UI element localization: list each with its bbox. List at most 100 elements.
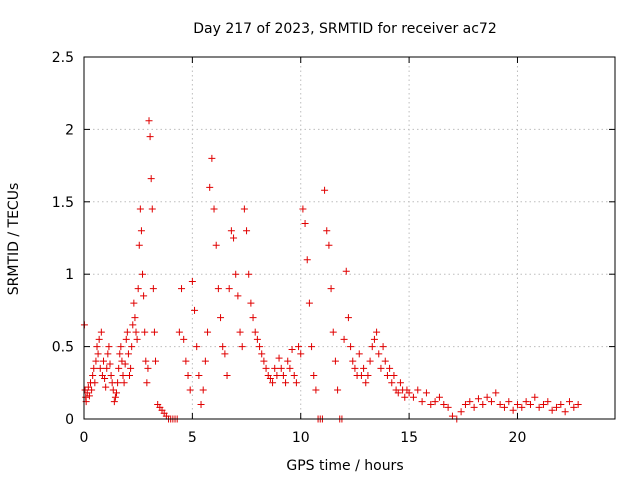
y-tick-label: 0 <box>65 412 74 428</box>
data-point <box>355 350 363 358</box>
data-point <box>126 372 134 380</box>
data-point <box>104 350 112 358</box>
data-point <box>561 408 569 416</box>
data-point <box>321 186 329 194</box>
data-point <box>206 183 214 191</box>
data-point <box>344 314 352 322</box>
data-point <box>271 364 279 372</box>
data-point <box>370 335 378 343</box>
data-point <box>188 277 196 285</box>
data-point <box>444 403 452 411</box>
data-point <box>366 357 374 365</box>
x-tick-label: 10 <box>292 430 310 446</box>
data-point <box>388 379 396 387</box>
data-point <box>249 314 257 322</box>
data-point <box>111 393 119 401</box>
data-point <box>565 398 573 406</box>
data-point <box>342 267 350 275</box>
data-point <box>284 357 292 365</box>
data-point <box>94 350 102 358</box>
data-point <box>526 401 534 409</box>
data-point <box>357 372 365 380</box>
data-point <box>483 393 491 401</box>
data-point <box>129 321 137 329</box>
data-point <box>474 395 482 403</box>
data-point <box>101 374 109 382</box>
data-point <box>297 350 305 358</box>
data-point <box>260 357 268 365</box>
x-tick-label: 15 <box>400 430 418 446</box>
data-point <box>253 335 261 343</box>
data-point <box>288 345 296 353</box>
data-point <box>323 227 331 235</box>
data-point <box>457 408 465 416</box>
data-point <box>312 386 320 394</box>
data-point <box>124 350 132 358</box>
data-point <box>377 364 385 372</box>
data-point <box>109 386 117 394</box>
data-point <box>574 401 582 409</box>
data-point <box>115 364 123 372</box>
data-point <box>351 364 359 372</box>
data-point <box>303 256 311 264</box>
data-point <box>557 401 565 409</box>
data-point <box>327 285 335 293</box>
data-point <box>142 357 150 365</box>
data-point <box>96 364 104 372</box>
data-point <box>308 343 316 351</box>
data-point <box>422 389 430 397</box>
data-point <box>329 328 337 336</box>
data-point <box>148 205 156 213</box>
data-point <box>427 401 435 409</box>
x-axis-label: GPS time / hours <box>286 458 403 474</box>
data-point <box>349 357 357 365</box>
data-point <box>85 392 93 400</box>
data-point <box>531 393 539 401</box>
data-point <box>121 360 129 368</box>
data-point <box>191 306 199 314</box>
data-point <box>195 372 203 380</box>
data-point <box>212 241 220 249</box>
data-point <box>122 335 130 343</box>
data-point <box>414 386 422 394</box>
data-point <box>431 398 439 406</box>
data-point <box>334 386 342 394</box>
data-point <box>513 401 521 409</box>
data-point <box>197 401 205 409</box>
data-point <box>492 389 500 397</box>
data-point <box>225 285 233 293</box>
data-point <box>279 372 287 380</box>
data-point <box>522 398 530 406</box>
data-point <box>88 386 96 394</box>
data-point <box>210 205 218 213</box>
data-point <box>305 299 313 307</box>
data-point <box>487 398 495 406</box>
y-tick-label: 1 <box>65 267 74 283</box>
data-point <box>118 357 126 365</box>
data-point <box>256 343 264 351</box>
data-point <box>116 350 124 358</box>
data-point <box>90 364 98 372</box>
data-point <box>535 403 543 411</box>
data-point <box>140 292 148 300</box>
data-point <box>347 343 355 351</box>
data-point <box>204 328 212 336</box>
data-point <box>269 379 277 387</box>
data-point <box>93 343 101 351</box>
data-point <box>368 343 376 351</box>
data-point <box>247 299 255 307</box>
data-point <box>102 383 110 391</box>
data-point <box>570 403 578 411</box>
data-point <box>544 398 552 406</box>
data-point <box>435 393 443 401</box>
y-axis-label: SRMTID / TECUs <box>6 183 22 296</box>
grid-layer <box>84 57 615 419</box>
data-point <box>390 372 398 380</box>
data-point <box>310 372 318 380</box>
data-point <box>418 398 426 406</box>
data-point <box>375 350 383 358</box>
data-point <box>208 154 216 162</box>
data-point <box>505 398 513 406</box>
data-point <box>119 372 127 380</box>
